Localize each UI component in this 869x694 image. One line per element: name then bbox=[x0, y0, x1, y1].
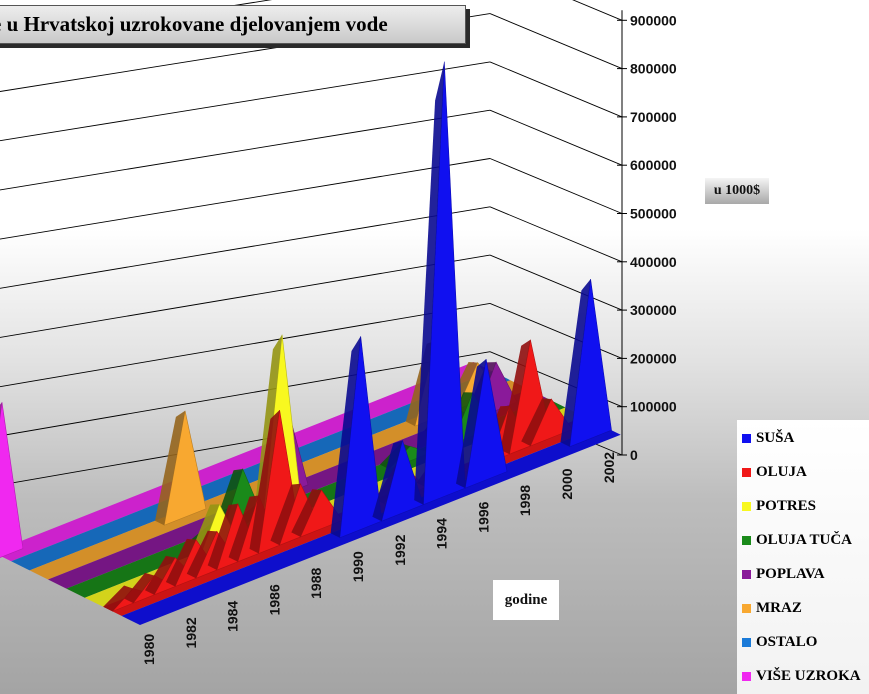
gridlines bbox=[0, 0, 623, 486]
legend-label: MRAZ bbox=[756, 599, 802, 616]
series-point-side bbox=[155, 410, 186, 526]
legend-swatch bbox=[742, 569, 751, 579]
series-point-side bbox=[291, 489, 322, 537]
gridline bbox=[0, 206, 491, 289]
series-point-side bbox=[500, 339, 531, 455]
x-tick-label: 1996 bbox=[475, 501, 491, 532]
legend-item: SUŠA bbox=[742, 428, 794, 448]
legend-label: VIŠE UZROKA bbox=[756, 667, 861, 684]
gridline bbox=[572, 0, 623, 21]
series-point-side bbox=[249, 410, 280, 554]
series-point-side bbox=[228, 495, 259, 562]
x-tick-label: 1998 bbox=[517, 485, 533, 516]
series-point-side bbox=[252, 334, 283, 537]
legend-item: OLUJA TUČA bbox=[742, 530, 852, 550]
y-tick-label: 100000 bbox=[630, 399, 677, 415]
x-tick-label: 2000 bbox=[559, 468, 575, 499]
x-tick-label: 1994 bbox=[434, 518, 450, 549]
y-tick-label: 500000 bbox=[630, 206, 677, 222]
y-tick-label: 700000 bbox=[630, 109, 677, 125]
gridline bbox=[489, 158, 623, 214]
gridline bbox=[489, 13, 623, 70]
gridline bbox=[489, 254, 623, 311]
series-point bbox=[569, 279, 612, 448]
series-point-side bbox=[414, 61, 445, 505]
x-tick-label: 1982 bbox=[183, 617, 199, 648]
gridline bbox=[0, 302, 491, 388]
legend-swatch bbox=[742, 603, 751, 613]
legend-label: POPLAVA bbox=[756, 565, 825, 582]
series-point-side bbox=[521, 398, 552, 446]
x-tick-label: 1990 bbox=[350, 551, 366, 582]
series-point bbox=[299, 489, 343, 538]
series-point-side bbox=[124, 572, 155, 604]
series-point-side bbox=[186, 530, 217, 579]
y-tick-label: 900000 bbox=[630, 12, 677, 28]
y-tick-label: 800000 bbox=[630, 61, 677, 77]
legend-item: MRAZ bbox=[742, 598, 802, 618]
y-tick-label: 200000 bbox=[630, 350, 677, 366]
x-axis-label: godine bbox=[493, 580, 559, 620]
x-tick-label: 1984 bbox=[225, 601, 241, 632]
legend-item: POPLAVA bbox=[742, 564, 825, 584]
chart-legend: SUŠA OLUJA POTRES OLUJA TUČA POPLAVA MRAZ OSTA… bbox=[737, 420, 869, 694]
legend-label: POTRES bbox=[756, 497, 817, 514]
series-point-side bbox=[560, 279, 591, 447]
gridline bbox=[489, 109, 623, 166]
y-axis-unit-label: u 1000$ bbox=[705, 178, 769, 204]
legend-item: POTRES bbox=[742, 496, 816, 516]
series-point-side bbox=[103, 585, 134, 612]
legend-item: OSTALO bbox=[742, 632, 817, 652]
legend-label: OLUJA TUČA bbox=[756, 531, 852, 548]
x-axis: 1980 1982 1984 1986 1988 1990 1992 1994 1996 1998… bbox=[141, 452, 617, 665]
legend-label: OLUJA bbox=[756, 463, 807, 480]
x-tick-label: 1986 bbox=[266, 584, 282, 615]
series-point bbox=[464, 359, 508, 489]
gridline bbox=[0, 254, 491, 338]
series-point-side bbox=[270, 483, 301, 546]
legend-swatch bbox=[742, 535, 751, 545]
gridline bbox=[0, 61, 491, 142]
x-tick-label: 1988 bbox=[308, 567, 324, 598]
legend-swatch bbox=[742, 501, 751, 511]
y-tick-label: 400000 bbox=[630, 254, 677, 270]
legend-item: OLUJA bbox=[742, 462, 807, 482]
x-tick-label: 1980 bbox=[141, 634, 157, 665]
gridline bbox=[489, 206, 623, 263]
x-tick-label: 1992 bbox=[392, 534, 408, 565]
series-point-side bbox=[456, 359, 487, 489]
series-point-side bbox=[207, 503, 238, 570]
series-point-side bbox=[330, 336, 361, 538]
legend-item: VIŠE UZROKA bbox=[742, 666, 861, 686]
series-point-side bbox=[0, 402, 2, 418]
series-point-side bbox=[145, 555, 176, 595]
chart-title-box: te u Hrvatskoj uzrokovane djelovanjem vo… bbox=[0, 5, 466, 44]
legend-swatch bbox=[742, 433, 751, 443]
y-axis: 0 100000 200000 300000 400000 500000 600000 700… bbox=[617, 10, 677, 463]
legend-label: SUŠA bbox=[756, 429, 795, 446]
y-tick-label: 0 bbox=[630, 447, 638, 463]
y-tick-label: 300000 bbox=[630, 302, 677, 318]
series-point-side bbox=[372, 440, 403, 522]
series-point bbox=[0, 402, 24, 558]
legend-swatch bbox=[742, 637, 751, 647]
x-tick-label: 2002 bbox=[601, 452, 617, 483]
gridline bbox=[0, 158, 491, 240]
chart-title: te u Hrvatskoj uzrokovane djelovanjem vo… bbox=[0, 12, 388, 36]
legend-swatch bbox=[742, 671, 751, 681]
gridline bbox=[489, 302, 623, 359]
y-tick-label: 600000 bbox=[630, 157, 677, 173]
legend-swatch bbox=[742, 467, 751, 477]
gridline bbox=[0, 351, 491, 437]
series-group bbox=[0, 61, 621, 625]
gridline bbox=[0, 109, 491, 191]
legend-label: OSTALO bbox=[756, 633, 818, 650]
series-point-side bbox=[165, 538, 196, 587]
gridline bbox=[489, 61, 623, 118]
series-suša bbox=[121, 61, 621, 625]
